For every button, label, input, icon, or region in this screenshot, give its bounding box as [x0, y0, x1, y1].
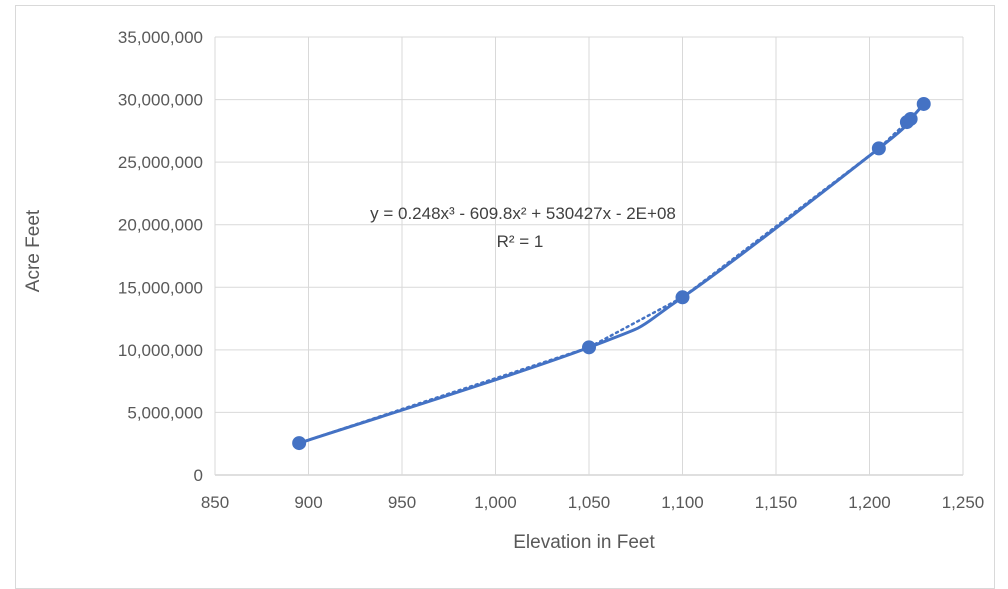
data-point [675, 290, 690, 305]
y-tick-label: 30,000,000 [118, 91, 203, 110]
trendline-layer [297, 102, 925, 445]
x-tick-label: 850 [201, 493, 229, 512]
gridlines [214, 36, 964, 476]
data-point [903, 111, 918, 126]
series-layer [292, 96, 931, 451]
y-tick-label: 20,000,000 [118, 216, 203, 235]
data-point [582, 340, 596, 355]
x-tick-label: 1,050 [568, 493, 611, 512]
series-line [298, 103, 925, 445]
y-tick-label: 0 [194, 466, 203, 485]
y-tick-label: 10,000,000 [118, 341, 203, 360]
trendline-equation: y = 0.248x³ - 609.8x² + 530427x - 2E+08 [370, 204, 676, 223]
r-squared-label: R² = 1 [497, 232, 544, 251]
data-point [916, 96, 931, 111]
x-tick-label: 900 [294, 493, 322, 512]
chart-area [15, 5, 995, 589]
x-tick-label: 950 [388, 493, 416, 512]
x-tick-label: 1,100 [661, 493, 704, 512]
x-axis-title: Elevation in Feet [513, 532, 655, 553]
y-tick-label: 5,000,000 [127, 403, 203, 422]
data-point [871, 141, 886, 156]
x-tick-label: 1,200 [848, 493, 891, 512]
y-axis-title: Acre Feet [23, 209, 44, 292]
x-tick-label: 1,000 [474, 493, 517, 512]
data-point [292, 436, 307, 451]
x-tick-label: 1,150 [755, 493, 798, 512]
y-tick-label: 25,000,000 [118, 153, 203, 172]
trendline [297, 102, 925, 445]
y-tick-label: 15,000,000 [118, 278, 203, 297]
y-tick-label: 35,000,000 [118, 28, 203, 47]
x-tick-label: 1,250 [942, 493, 985, 512]
tick-labels: 0 5,000,000 10,000,000 15,000,000 20,000,000… [118, 28, 984, 512]
